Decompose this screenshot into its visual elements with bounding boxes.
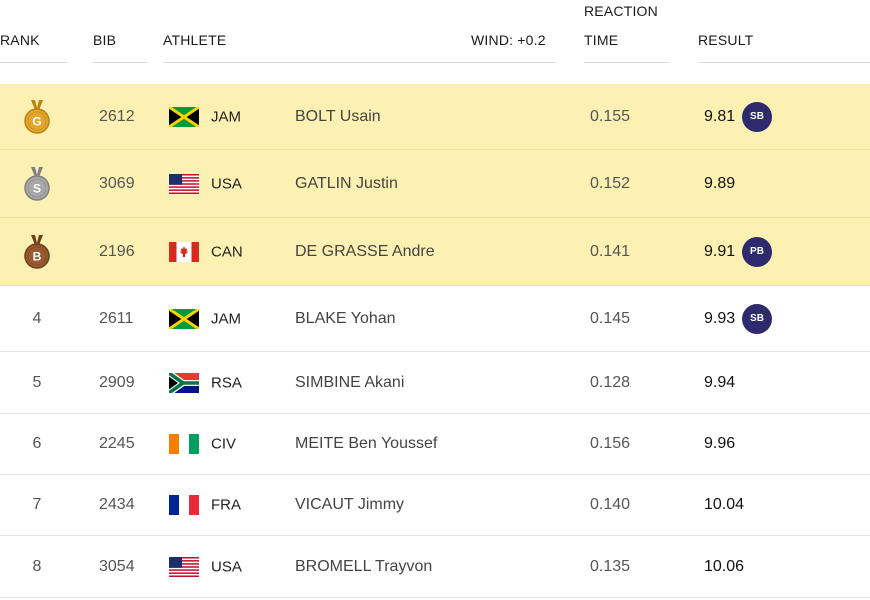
result-cell: 9.81 xyxy=(704,107,736,125)
can-flag-icon xyxy=(169,241,199,262)
header-divider xyxy=(163,62,556,63)
record-badge: SB xyxy=(742,303,772,334)
athlete-name-cell[interactable]: BROMELL Trayvon xyxy=(295,557,433,575)
reaction-time-cell: 0.128 xyxy=(590,373,631,391)
result-cell: 9.96 xyxy=(704,435,736,452)
results-table-header: RANK BIB ATHLETE WIND: +0.2 REACTION TIM… xyxy=(0,0,870,84)
athlete-name-cell[interactable]: SIMBINE Akani xyxy=(295,373,405,391)
bronze-medal-icon: B xyxy=(24,234,50,269)
results-table-body: G 2612 JAM BOLT Usain 0.155 9.81 SB S 3069 USA GAT… xyxy=(0,84,870,598)
reaction-time-column-header-line1: REACTION xyxy=(584,3,658,19)
reaction-time-cell: 0.152 xyxy=(590,174,631,192)
wind-reading: WIND: +0.2 xyxy=(471,32,546,48)
country-code-cell: RSA xyxy=(211,374,242,391)
bib-cell: 3054 xyxy=(99,557,135,575)
country-code-cell: JAM xyxy=(211,310,241,327)
bib-cell: 2612 xyxy=(99,107,135,125)
table-row[interactable]: S 3069 USA GATLIN Justin 0.152 9.89 xyxy=(0,150,870,218)
bib-column-header: BIB xyxy=(93,32,117,48)
gold-medal-icon: G xyxy=(24,99,50,134)
jam-flag-icon xyxy=(169,106,199,127)
reaction-time-cell: 0.135 xyxy=(590,557,631,575)
silver-medal-icon: S xyxy=(24,166,50,201)
table-row[interactable]: 6 2245 CIV MEITE Ben Youssef 0.156 9.96 xyxy=(0,414,870,475)
record-badge: SB xyxy=(742,101,772,132)
bib-cell: 2245 xyxy=(99,435,135,452)
reaction-time-cell: 0.156 xyxy=(590,435,631,452)
country-code-cell: FRA xyxy=(211,496,241,514)
athlete-column-header: ATHLETE xyxy=(163,32,227,48)
rsa-flag-icon xyxy=(169,372,199,393)
rank-cell: 7 xyxy=(32,496,42,513)
athlete-name-cell[interactable]: MEITE Ben Youssef xyxy=(295,435,438,452)
record-badge: PB xyxy=(742,236,772,267)
result-cell: 9.94 xyxy=(704,373,736,391)
table-row[interactable]: B 2196 CAN DE GRASSE Andre 0.141 9.91 PB xyxy=(0,218,870,286)
civ-flag-icon xyxy=(169,434,199,454)
table-row[interactable]: 8 3054 USA BROMELL Trayvon 0.135 10.06 xyxy=(0,536,870,598)
reaction-time-column-header-line2: TIME xyxy=(584,32,619,48)
reaction-time-cell: 0.141 xyxy=(590,242,631,260)
header-divider xyxy=(0,62,67,63)
rank-cell: 6 xyxy=(32,435,42,452)
header-divider xyxy=(584,62,670,63)
bib-cell: 2611 xyxy=(99,309,134,327)
bib-cell: 3069 xyxy=(99,174,135,192)
athlete-name-cell[interactable]: DE GRASSE Andre xyxy=(295,242,435,260)
table-row[interactable]: 5 2909 RSA SIMBINE Akani 0.128 9.94 xyxy=(0,352,870,414)
country-code-cell: USA xyxy=(211,175,242,192)
rank-cell: 5 xyxy=(32,373,42,391)
country-code-cell: JAM xyxy=(211,108,241,125)
bib-cell: 2196 xyxy=(99,242,135,260)
result-cell: 9.91 xyxy=(704,242,736,260)
reaction-time-cell: 0.145 xyxy=(590,309,631,327)
header-divider xyxy=(698,62,870,63)
result-cell: 9.89 xyxy=(704,174,736,192)
rank-cell: 4 xyxy=(32,309,42,327)
country-code-cell: CAN xyxy=(211,243,243,260)
bib-cell: 2434 xyxy=(99,496,135,513)
medal-letter: B xyxy=(33,249,42,263)
athlete-name-cell[interactable]: BOLT Usain xyxy=(295,107,381,125)
result-cell: 10.04 xyxy=(704,496,745,513)
table-row[interactable]: G 2612 JAM BOLT Usain 0.155 9.81 SB xyxy=(0,84,870,150)
result-column-header: RESULT xyxy=(698,32,754,48)
rank-column-header: RANK xyxy=(0,32,40,48)
athlete-name-cell[interactable]: GATLIN Justin xyxy=(295,174,398,192)
medal-letter: G xyxy=(32,114,41,128)
medal-letter: S xyxy=(33,181,41,195)
athlete-name-cell[interactable]: BLAKE Yohan xyxy=(295,309,396,327)
rank-cell: 8 xyxy=(32,557,42,575)
usa-flag-icon xyxy=(169,556,199,577)
bib-cell: 2909 xyxy=(99,373,135,391)
result-cell: 9.93 xyxy=(704,309,736,327)
country-code-cell: CIV xyxy=(211,435,237,453)
reaction-time-cell: 0.140 xyxy=(590,496,631,513)
result-cell: 10.06 xyxy=(704,557,745,575)
table-row[interactable]: 7 2434 FRA VICAUT Jimmy 0.140 10.04 xyxy=(0,475,870,536)
jam-flag-icon xyxy=(169,308,199,329)
athlete-name-cell[interactable]: VICAUT Jimmy xyxy=(295,496,405,513)
fra-flag-icon xyxy=(169,495,199,515)
usa-flag-icon xyxy=(169,173,199,194)
table-row[interactable]: 4 2611 JAM BLAKE Yohan 0.145 9.93 SB xyxy=(0,286,870,352)
reaction-time-cell: 0.155 xyxy=(590,107,631,125)
header-divider xyxy=(93,62,147,63)
country-code-cell: USA xyxy=(211,558,242,575)
